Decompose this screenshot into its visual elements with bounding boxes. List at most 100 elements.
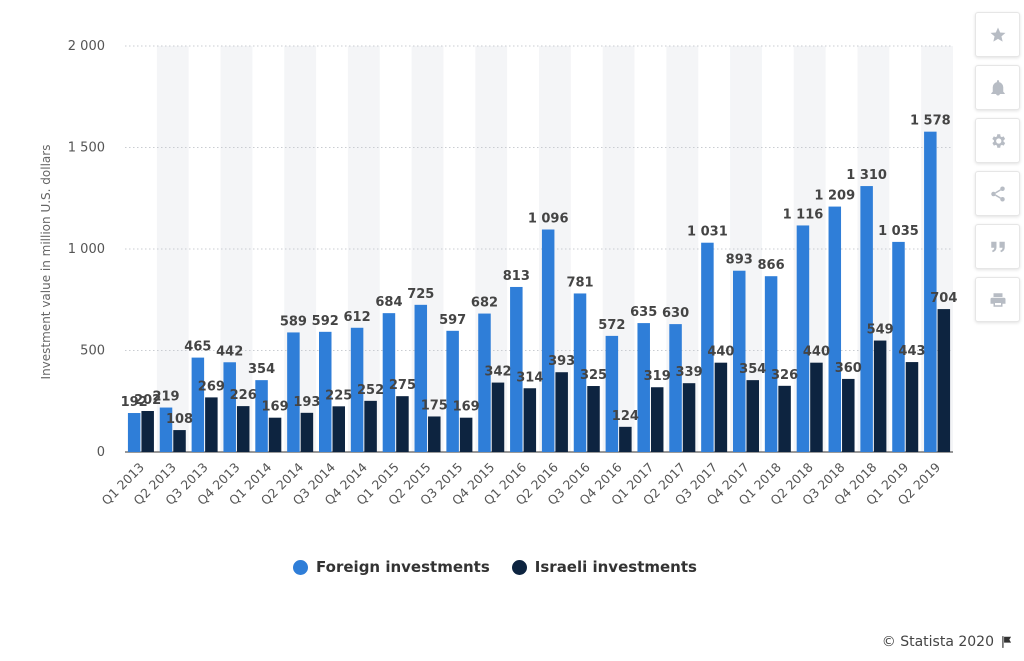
star-icon: [990, 27, 1005, 42]
bar-israeli: [332, 406, 345, 452]
bar-foreign: [733, 270, 746, 452]
data-label-foreign: 813: [503, 269, 530, 284]
data-label-foreign: 684: [375, 295, 402, 310]
print-button[interactable]: [975, 277, 1020, 322]
bar-foreign: [541, 229, 555, 452]
y-tick-label: 1 500: [68, 141, 105, 156]
data-label-foreign: 866: [758, 258, 785, 273]
bar-foreign: [478, 313, 491, 452]
legend-label-israeli: Israeli investments: [534, 558, 697, 576]
bar-foreign: [223, 362, 236, 452]
bar-israeli: [396, 396, 409, 452]
data-label-israeli: 252: [357, 383, 384, 398]
data-label-foreign: 354: [248, 362, 275, 377]
y-tick-label: 0: [97, 445, 105, 460]
flag-icon: [1002, 636, 1012, 648]
quote-icon: [990, 241, 1005, 252]
data-label-foreign: 442: [216, 344, 243, 359]
data-label-israeli: 108: [166, 412, 193, 427]
y-tick-label: 2 000: [68, 39, 105, 54]
bar-foreign: [764, 276, 778, 452]
cite-button[interactable]: [975, 224, 1020, 269]
data-label-israeli: 325: [580, 368, 607, 383]
legend-swatch-israeli: [511, 559, 527, 575]
print-icon: [990, 292, 1005, 307]
bar-foreign: [350, 327, 364, 452]
bar-foreign: [892, 241, 905, 452]
bar-israeli: [937, 309, 951, 452]
bar-foreign: [701, 242, 714, 452]
data-label-foreign: 1 209: [814, 189, 855, 204]
bell-icon: [990, 79, 1005, 95]
data-label-foreign: 725: [407, 287, 434, 302]
y-tick-label: 1 000: [68, 242, 105, 257]
legend-item-israeli[interactable]: Israeli investments: [511, 558, 697, 576]
data-label-israeli: 319: [644, 369, 671, 384]
bar-foreign: [446, 330, 459, 452]
favorite-button[interactable]: [975, 12, 1020, 57]
data-label-foreign: 1 096: [528, 212, 569, 227]
data-label-israeli: 326: [771, 368, 798, 383]
y-axis-title: Investment value in million U.S. dollars: [39, 145, 53, 380]
bar-israeli: [619, 426, 632, 452]
bar-israeli: [714, 362, 728, 452]
bar-israeli: [491, 382, 505, 452]
bar-israeli: [523, 388, 537, 452]
copyright-text: © Statista 2020: [881, 634, 994, 650]
data-label-israeli: 704: [930, 291, 957, 306]
data-label-foreign: 592: [312, 314, 339, 329]
data-label-foreign: 781: [566, 275, 593, 290]
data-label-israeli: 354: [739, 362, 766, 377]
bar-israeli: [682, 383, 696, 452]
bar-foreign: [319, 331, 332, 452]
data-label-israeli: 226: [230, 388, 257, 403]
chart-toolbar: [975, 12, 1020, 322]
bar-israeli: [778, 385, 791, 452]
bar-israeli: [268, 417, 282, 452]
data-label-israeli: 124: [612, 409, 639, 424]
data-label-foreign: 893: [726, 253, 753, 268]
bar-israeli: [300, 412, 314, 452]
bar-foreign: [255, 380, 268, 452]
data-label-israeli: 339: [675, 365, 702, 380]
data-label-israeli: 275: [389, 378, 416, 393]
bar-foreign: [127, 413, 141, 452]
legend: Foreign investments Israeli investments: [0, 558, 990, 576]
data-label-foreign: 1 578: [910, 114, 951, 129]
share-button[interactable]: [975, 171, 1020, 216]
y-axis-ticks: 0 500 1 000 1 500 2 000: [68, 39, 105, 460]
bar-foreign: [382, 313, 396, 452]
data-label-foreign: 630: [662, 306, 689, 321]
data-label-foreign: 682: [471, 296, 498, 311]
data-label-israeli: 193: [293, 395, 320, 410]
data-label-israeli: 314: [516, 370, 543, 385]
bar-israeli: [364, 400, 377, 452]
notification-button[interactable]: [975, 65, 1020, 110]
legend-item-foreign[interactable]: Foreign investments: [293, 558, 490, 576]
data-label-foreign: 192: [121, 395, 148, 410]
data-label-israeli: 269: [198, 379, 225, 394]
bar-israeli: [650, 387, 664, 452]
bar-israeli: [810, 362, 823, 452]
bar-israeli: [905, 362, 919, 452]
bar-foreign: [605, 335, 619, 452]
bar-israeli: [746, 380, 759, 452]
data-label-israeli: 440: [803, 345, 830, 360]
bar-israeli: [141, 410, 154, 452]
bar-foreign: [796, 225, 810, 452]
bar-israeli: [873, 340, 887, 452]
y-tick-label: 500: [80, 344, 105, 359]
bar-foreign: [573, 293, 587, 452]
bar-foreign: [669, 324, 682, 452]
bars: [127, 131, 951, 452]
data-label-israeli: 360: [835, 361, 862, 376]
bar-foreign: [159, 407, 173, 452]
data-label-israeli: 393: [548, 354, 575, 369]
settings-button[interactable]: [975, 118, 1020, 163]
data-label-israeli: 342: [484, 365, 511, 380]
copyright-notice[interactable]: © Statista 2020: [882, 634, 1014, 650]
bar-israeli: [555, 372, 568, 452]
data-label-israeli: 225: [325, 388, 352, 403]
